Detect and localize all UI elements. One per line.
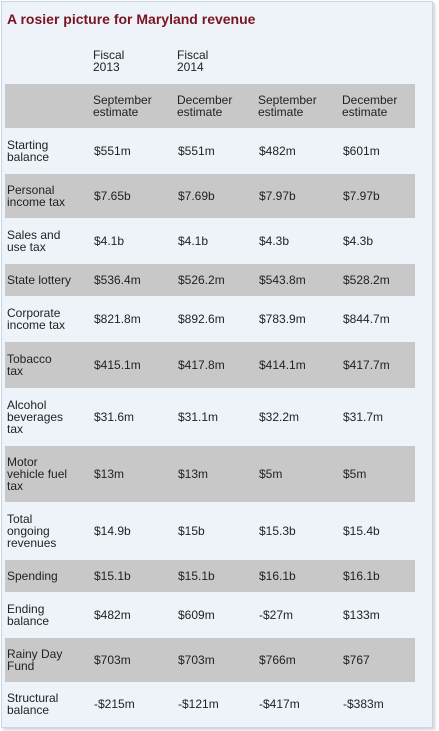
table-row: Structural balance -$215m -$121m -$417m -$383… bbox=[5, 682, 415, 726]
fiscal-year-2014-header: Fiscal 2014 bbox=[177, 48, 209, 74]
row-label: Sales and use tax bbox=[7, 228, 61, 254]
value-cell: $844.7m bbox=[343, 312, 390, 326]
table-row: Corporate income tax $821.8m $892.6m $783.9m… bbox=[5, 296, 415, 342]
estimate-header-cell: September estimate bbox=[254, 84, 338, 128]
value-cell: $703m bbox=[173, 638, 254, 682]
value-cell: $4.1b bbox=[94, 234, 125, 248]
value-cell: $5m bbox=[338, 446, 415, 502]
value-cell: -$215m bbox=[94, 697, 135, 711]
value-cell: $783.9m bbox=[259, 312, 306, 326]
value-cell: $415.1m bbox=[89, 342, 173, 388]
table-row: Alcohol beverages tax $31.6m $31.1m $32.2m $31… bbox=[5, 388, 415, 446]
value-cell: $892.6m bbox=[178, 312, 225, 326]
value-cell: $15.1b bbox=[173, 560, 254, 592]
value-cell: $31.7m bbox=[343, 410, 384, 424]
table-row: Tobacco tax $415.1m $417.8m $414.1m $417.7m bbox=[5, 342, 415, 388]
value-cell: -$383m bbox=[343, 697, 384, 711]
value-cell: $13m bbox=[89, 446, 173, 502]
header-empty-cell bbox=[254, 42, 338, 84]
value-cell: $4.3b bbox=[259, 234, 290, 248]
table-row: Motor vehicle fuel tax $13m $13m $5m $5m bbox=[5, 446, 415, 502]
table-row: Starting balance $551m $551m $482m $601m bbox=[5, 128, 415, 174]
header-corner-cell bbox=[5, 42, 89, 84]
value-cell: $15.3b bbox=[259, 524, 296, 538]
value-cell: -$121m bbox=[178, 697, 219, 711]
row-label: Rainy Day Fund bbox=[5, 638, 89, 682]
value-cell: $536.4m bbox=[89, 264, 173, 296]
row-label: Structural balance bbox=[7, 691, 59, 717]
value-cell: $31.1m bbox=[178, 410, 219, 424]
estimate-header-cell: December estimate bbox=[173, 84, 254, 128]
value-cell: $7.97b bbox=[254, 174, 338, 218]
value-cell: $7.69b bbox=[173, 174, 254, 218]
row-label: Motor vehicle fuel tax bbox=[5, 446, 89, 502]
table-row: Ending balance $482m $609m -$27m $133m bbox=[5, 592, 415, 638]
revenue-card: A rosier picture for Maryland revenue Fi… bbox=[1, 1, 433, 728]
value-cell: $703m bbox=[89, 638, 173, 682]
row-label: State lottery bbox=[5, 264, 89, 296]
row-label: Spending bbox=[5, 560, 89, 592]
value-cell: $16.1b bbox=[254, 560, 338, 592]
value-cell: $601m bbox=[343, 144, 380, 158]
value-cell: $417.8m bbox=[173, 342, 254, 388]
value-cell: $551m bbox=[178, 144, 215, 158]
value-cell: -$27m bbox=[259, 608, 294, 622]
table-row: Total ongoing revenues $14.9b $15b $15.3b $15.… bbox=[5, 502, 415, 560]
value-cell: $31.6m bbox=[94, 410, 135, 424]
table-row: Spending $15.1b $15.1b $16.1b $16.1b bbox=[5, 560, 415, 592]
row-label: Starting balance bbox=[7, 138, 50, 164]
estimate-header-cell: December estimate bbox=[338, 84, 415, 128]
row-label: Corporate income tax bbox=[7, 306, 66, 332]
value-cell: -$417m bbox=[259, 697, 300, 711]
value-cell: $7.65b bbox=[89, 174, 173, 218]
value-cell: $13m bbox=[173, 446, 254, 502]
header-empty-cell bbox=[338, 42, 415, 84]
value-cell: $5m bbox=[254, 446, 338, 502]
value-cell: $4.1b bbox=[178, 234, 209, 248]
value-cell: $14.9b bbox=[94, 524, 131, 538]
fiscal-year-header-row: Fiscal 2013 Fiscal 2014 bbox=[5, 42, 415, 84]
estimate-header-cell: September estimate bbox=[89, 84, 173, 128]
value-cell: $482m bbox=[259, 144, 296, 158]
value-cell: $543.8m bbox=[254, 264, 338, 296]
table-row: State lottery $536.4m $526.2m $543.8m $528.2… bbox=[5, 264, 415, 296]
value-cell: $4.3b bbox=[343, 234, 374, 248]
value-cell: $414.1m bbox=[254, 342, 338, 388]
value-cell: $767 bbox=[338, 638, 415, 682]
value-cell: $32.2m bbox=[259, 410, 300, 424]
value-cell: $15b bbox=[178, 524, 205, 538]
value-cell: $417.7m bbox=[338, 342, 415, 388]
value-cell: $821.8m bbox=[94, 312, 141, 326]
table-row: Sales and use tax $4.1b $4.1b $4.3b $4.3b bbox=[5, 218, 415, 264]
row-label: Alcohol beverages tax bbox=[7, 398, 64, 436]
value-cell: $482m bbox=[94, 608, 131, 622]
value-cell: $7.97b bbox=[338, 174, 415, 218]
estimate-header-corner-cell bbox=[5, 84, 89, 128]
row-label: Personal income tax bbox=[5, 174, 89, 218]
value-cell: $609m bbox=[178, 608, 215, 622]
table-row: Rainy Day Fund $703m $703m $766m $767 bbox=[5, 638, 415, 682]
value-cell: $133m bbox=[343, 608, 380, 622]
value-cell: $528.2m bbox=[338, 264, 415, 296]
row-label: Tobacco tax bbox=[5, 342, 89, 388]
value-cell: $526.2m bbox=[173, 264, 254, 296]
page-title: A rosier picture for Maryland revenue bbox=[7, 11, 256, 27]
fiscal-year-2013-header: Fiscal 2013 bbox=[93, 48, 125, 74]
value-cell: $15.4b bbox=[343, 524, 380, 538]
row-label: Total ongoing revenues bbox=[7, 512, 57, 550]
revenue-table: Fiscal 2013 Fiscal 2014 September estimate … bbox=[5, 42, 415, 726]
value-cell: $551m bbox=[94, 144, 131, 158]
value-cell: $16.1b bbox=[338, 560, 415, 592]
value-cell: $15.1b bbox=[89, 560, 173, 592]
row-label: Ending balance bbox=[7, 602, 50, 628]
estimate-header-row: September estimate December estimate Septe… bbox=[5, 84, 415, 128]
value-cell: $766m bbox=[254, 638, 338, 682]
table-row: Personal income tax $7.65b $7.69b $7.97b $7.9… bbox=[5, 174, 415, 218]
